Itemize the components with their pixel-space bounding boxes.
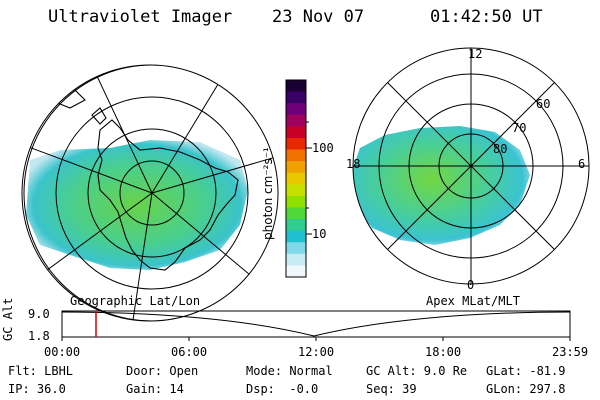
date-label: 23 Nov 07 (272, 7, 365, 27)
geographic-map (21, 64, 279, 322)
mlt-label-18: 18 (346, 157, 361, 171)
mlt-label-6: 6 (578, 157, 586, 171)
colorbar-tick-10: 10 (312, 227, 327, 241)
status-gain: Gain: 14 (126, 382, 184, 396)
right-map-caption: Apex MLat/MLT (426, 294, 520, 308)
timeline-axis-label: GC Alt (1, 297, 15, 341)
timeline-xtick: 06:00 (171, 345, 208, 359)
mlt-label-12: 12 (468, 47, 483, 61)
colorbar-band (286, 103, 306, 116)
timeline-plot (61, 310, 571, 341)
timeline-xtick: 18:00 (425, 345, 462, 359)
gc-alt-curve (61, 311, 571, 337)
timeline-xtick: 00:00 (44, 345, 81, 359)
colorbar-band (286, 149, 306, 162)
colorbar-band (286, 195, 306, 208)
status-glat: GLat: -81.9 (486, 364, 566, 378)
timeline-ytick-low: 1.8 (28, 329, 50, 343)
mlt-label-0: 0 (467, 278, 475, 292)
aurora-oval-left (26, 140, 248, 270)
status-mode: Mode: Normal (246, 364, 333, 378)
colorbar-band (286, 137, 306, 151)
colorbar-band (286, 126, 306, 139)
left-map-caption: Geographic Lat/Lon (70, 294, 201, 308)
timeline-ytick-high: 9.0 (28, 307, 50, 321)
mlt-lines (353, 48, 589, 284)
magnetic-map (352, 47, 590, 285)
mlat-label-60: 60 (536, 97, 551, 111)
timeline-xtick: 23:59 (552, 345, 589, 359)
colorbar-band (286, 253, 306, 266)
status-dsp: Dsp: -0.0 (246, 382, 319, 396)
colorbar-band (286, 91, 306, 104)
colorbar-band (286, 114, 306, 127)
colorbar-band (286, 242, 306, 255)
instrument-title: Ultraviolet Imager (48, 7, 233, 27)
status-glon: GLon: 297.8 (486, 382, 566, 396)
aurora-oval-right (353, 126, 530, 245)
colorbar-band (286, 80, 306, 93)
colorbar (285, 79, 312, 278)
status-flt: Flt: LBHL (8, 364, 74, 378)
status-ip: IP: 36.0 (8, 382, 66, 396)
mlat-label-80: 80 (493, 142, 508, 156)
colorbar-band (286, 219, 306, 232)
colorbar-band (286, 172, 306, 185)
colorbar-band (286, 184, 306, 197)
status-seq: Seq: 39 (366, 382, 417, 396)
time-label: 01:42:50 UT (430, 7, 543, 27)
colorbar-band (286, 207, 306, 220)
colorbar-band (286, 161, 306, 174)
colorbar-band (286, 265, 306, 278)
status-door: Door: Open (126, 364, 199, 378)
colorbar-band (286, 230, 306, 243)
colorbar-unit-label: photon cm⁻²s⁻¹ (261, 147, 275, 240)
timeline-xtick: 12:00 (298, 345, 335, 359)
status-gc-alt: GC Alt: 9.0 Re (366, 364, 468, 378)
mlat-label-70: 70 (512, 121, 527, 135)
colorbar-tick-100: 100 (312, 141, 334, 155)
lat-circles-left (22, 65, 278, 321)
